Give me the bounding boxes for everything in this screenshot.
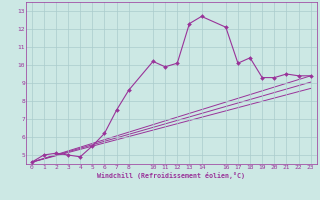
X-axis label: Windchill (Refroidissement éolien,°C): Windchill (Refroidissement éolien,°C) [97,172,245,179]
